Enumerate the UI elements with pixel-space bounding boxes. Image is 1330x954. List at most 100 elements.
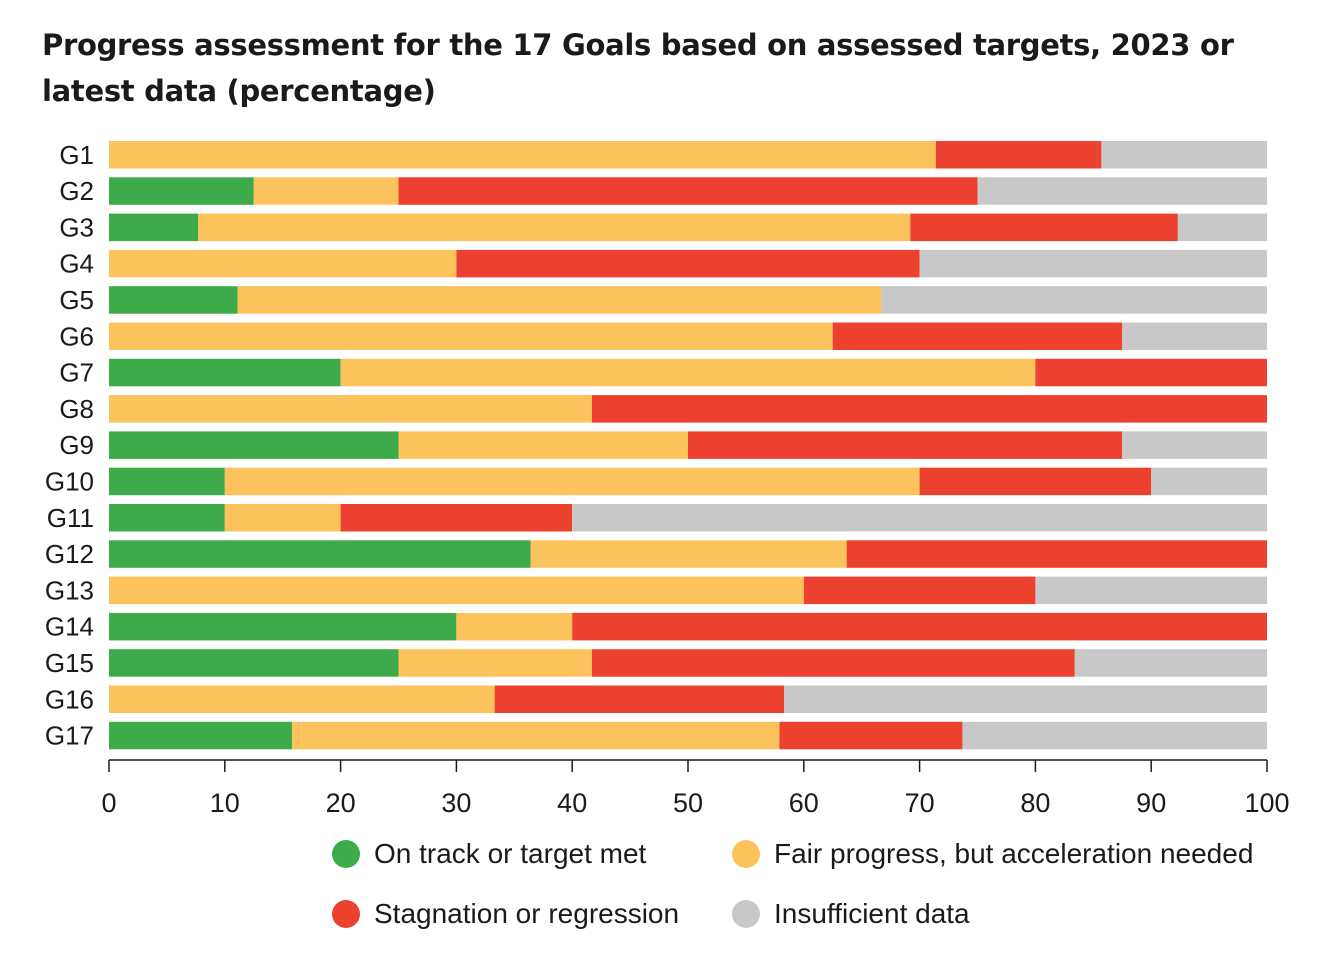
bar-g12-on-track [109,540,531,568]
bar-g17-stagnation [779,721,963,750]
bar-g14-fair [456,612,573,641]
bar-g1-insufficient [1101,141,1267,169]
bar-g10-on-track [109,467,225,496]
bar-g15-fair [398,649,592,677]
bar-g14-on-track [109,612,457,641]
legend-swatch [732,840,760,868]
bar-g3-stagnation [910,213,1178,242]
y-tick-label: G11 [47,503,94,533]
bar-g9-on-track [109,431,399,459]
bar-g15-on-track [109,649,399,677]
x-tick-label: 20 [326,788,356,818]
bar-g11-insufficient [572,504,1267,532]
bar-g13-stagnation [803,576,1036,605]
bar-g2-insufficient [977,177,1267,205]
bar-g8-fair [109,395,592,423]
bar-g7-stagnation [1035,358,1267,387]
legend-label: On track or target met [374,838,647,869]
legend-item-insufficient: Insufficient data [732,898,970,930]
y-tick-label: G8 [59,394,94,424]
bar-g1-fair [109,141,936,169]
x-tick-label: 70 [905,788,935,818]
y-tick-label: G9 [59,430,94,460]
bar-g11-stagnation [340,504,573,532]
y-tick-label: G1 [59,140,94,170]
bar-g10-insufficient [1151,467,1267,496]
bar-g1-stagnation [935,141,1102,169]
y-tick-label: G13 [45,575,94,605]
bar-g12-stagnation [846,540,1267,568]
chart-title: Progress assessment for the 17 Goals bas… [42,28,1234,108]
y-tick-label: G14 [45,612,94,642]
bar-g4-fair [109,249,457,278]
y-tick-label: G15 [45,648,94,678]
legend-label: Fair progress, but acceleration needed [774,838,1254,869]
bar-g4-insufficient [919,249,1267,278]
x-tick-label: 80 [1020,788,1050,818]
bar-g5-insufficient [881,286,1267,314]
legend-item-on-track: On track or target met [332,838,646,870]
bar-g2-on-track [109,177,254,205]
y-tick-label: G5 [59,285,94,315]
bar-g17-insufficient [962,721,1267,750]
y-tick-label: G3 [59,212,94,242]
legend-label: Insufficient data [774,898,970,929]
y-tick-label: G16 [45,684,94,714]
bar-g16-stagnation [494,685,785,713]
legend-swatch [332,840,360,868]
bar-g2-fair [253,177,399,205]
bar-g7-fair [340,358,1036,387]
bar-g13-fair [109,576,804,605]
bar-g9-insufficient [1122,431,1267,459]
bar-g6-fair [109,322,833,350]
y-tick-label: G12 [45,539,94,569]
y-tick-label: G17 [45,721,94,751]
legend-swatch [332,900,360,928]
bar-g16-fair [109,685,495,713]
bar-g11-on-track [109,504,225,532]
bar-g8-stagnation [591,395,1267,423]
bar-g15-insufficient [1074,649,1267,677]
bar-g7-on-track [109,358,341,387]
bar-g5-on-track [109,286,238,314]
bar-g16-insufficient [784,685,1267,713]
legend-swatch [732,900,760,928]
x-tick-label: 40 [557,788,587,818]
legend-label: Stagnation or regression [374,898,680,929]
y-tick-label: G10 [45,466,94,496]
bar-g14-stagnation [572,612,1267,641]
bar-g6-stagnation [832,322,1123,350]
bar-g11-fair [224,504,341,532]
bar-g10-fair [224,467,920,496]
bars-group [109,141,1267,750]
bar-g3-insufficient [1177,213,1267,242]
x-axis: 0 10 20 30 40 50 60 70 80 90 100 [101,759,1290,818]
stacked-bar-chart: G1 G2 G3 G4 G5 G6 G7 G8 G9 G10 G11 G12 G13 G14 G15 G16 G… [45,140,1290,818]
x-tick-label: 30 [441,788,471,818]
y-tick-label: G2 [59,176,94,206]
x-tick-label: 10 [210,788,240,818]
bar-g5-fair [237,286,882,314]
bar-g17-on-track [109,721,292,750]
bar-g6-insufficient [1122,322,1267,350]
x-tick-label: 50 [673,788,703,818]
bar-g3-on-track [109,213,199,242]
y-axis-labels: G1 G2 G3 G4 G5 G6 G7 G8 G9 G10 G11 G12 G13 G14 G15 G16 G… [45,140,94,751]
bar-g9-stagnation [688,431,1123,459]
y-tick-label: G7 [59,358,94,388]
bar-g15-stagnation [591,649,1075,677]
bar-g13-insufficient [1035,576,1267,605]
bar-g9-fair [398,431,688,459]
x-tick-label: 60 [789,788,819,818]
y-tick-label: G4 [59,249,94,279]
bar-g12-fair [530,540,847,568]
bar-g4-stagnation [456,249,920,278]
bar-g2-stagnation [398,177,978,205]
bar-g3-fair [198,213,911,242]
x-tick-label: 0 [101,788,116,818]
x-tick-label: 90 [1136,788,1166,818]
legend-item-fair: Fair progress, but acceleration needed [732,838,1253,870]
bar-g10-stagnation [919,467,1152,496]
bar-g17-fair [291,721,780,750]
y-tick-label: G6 [59,321,94,351]
